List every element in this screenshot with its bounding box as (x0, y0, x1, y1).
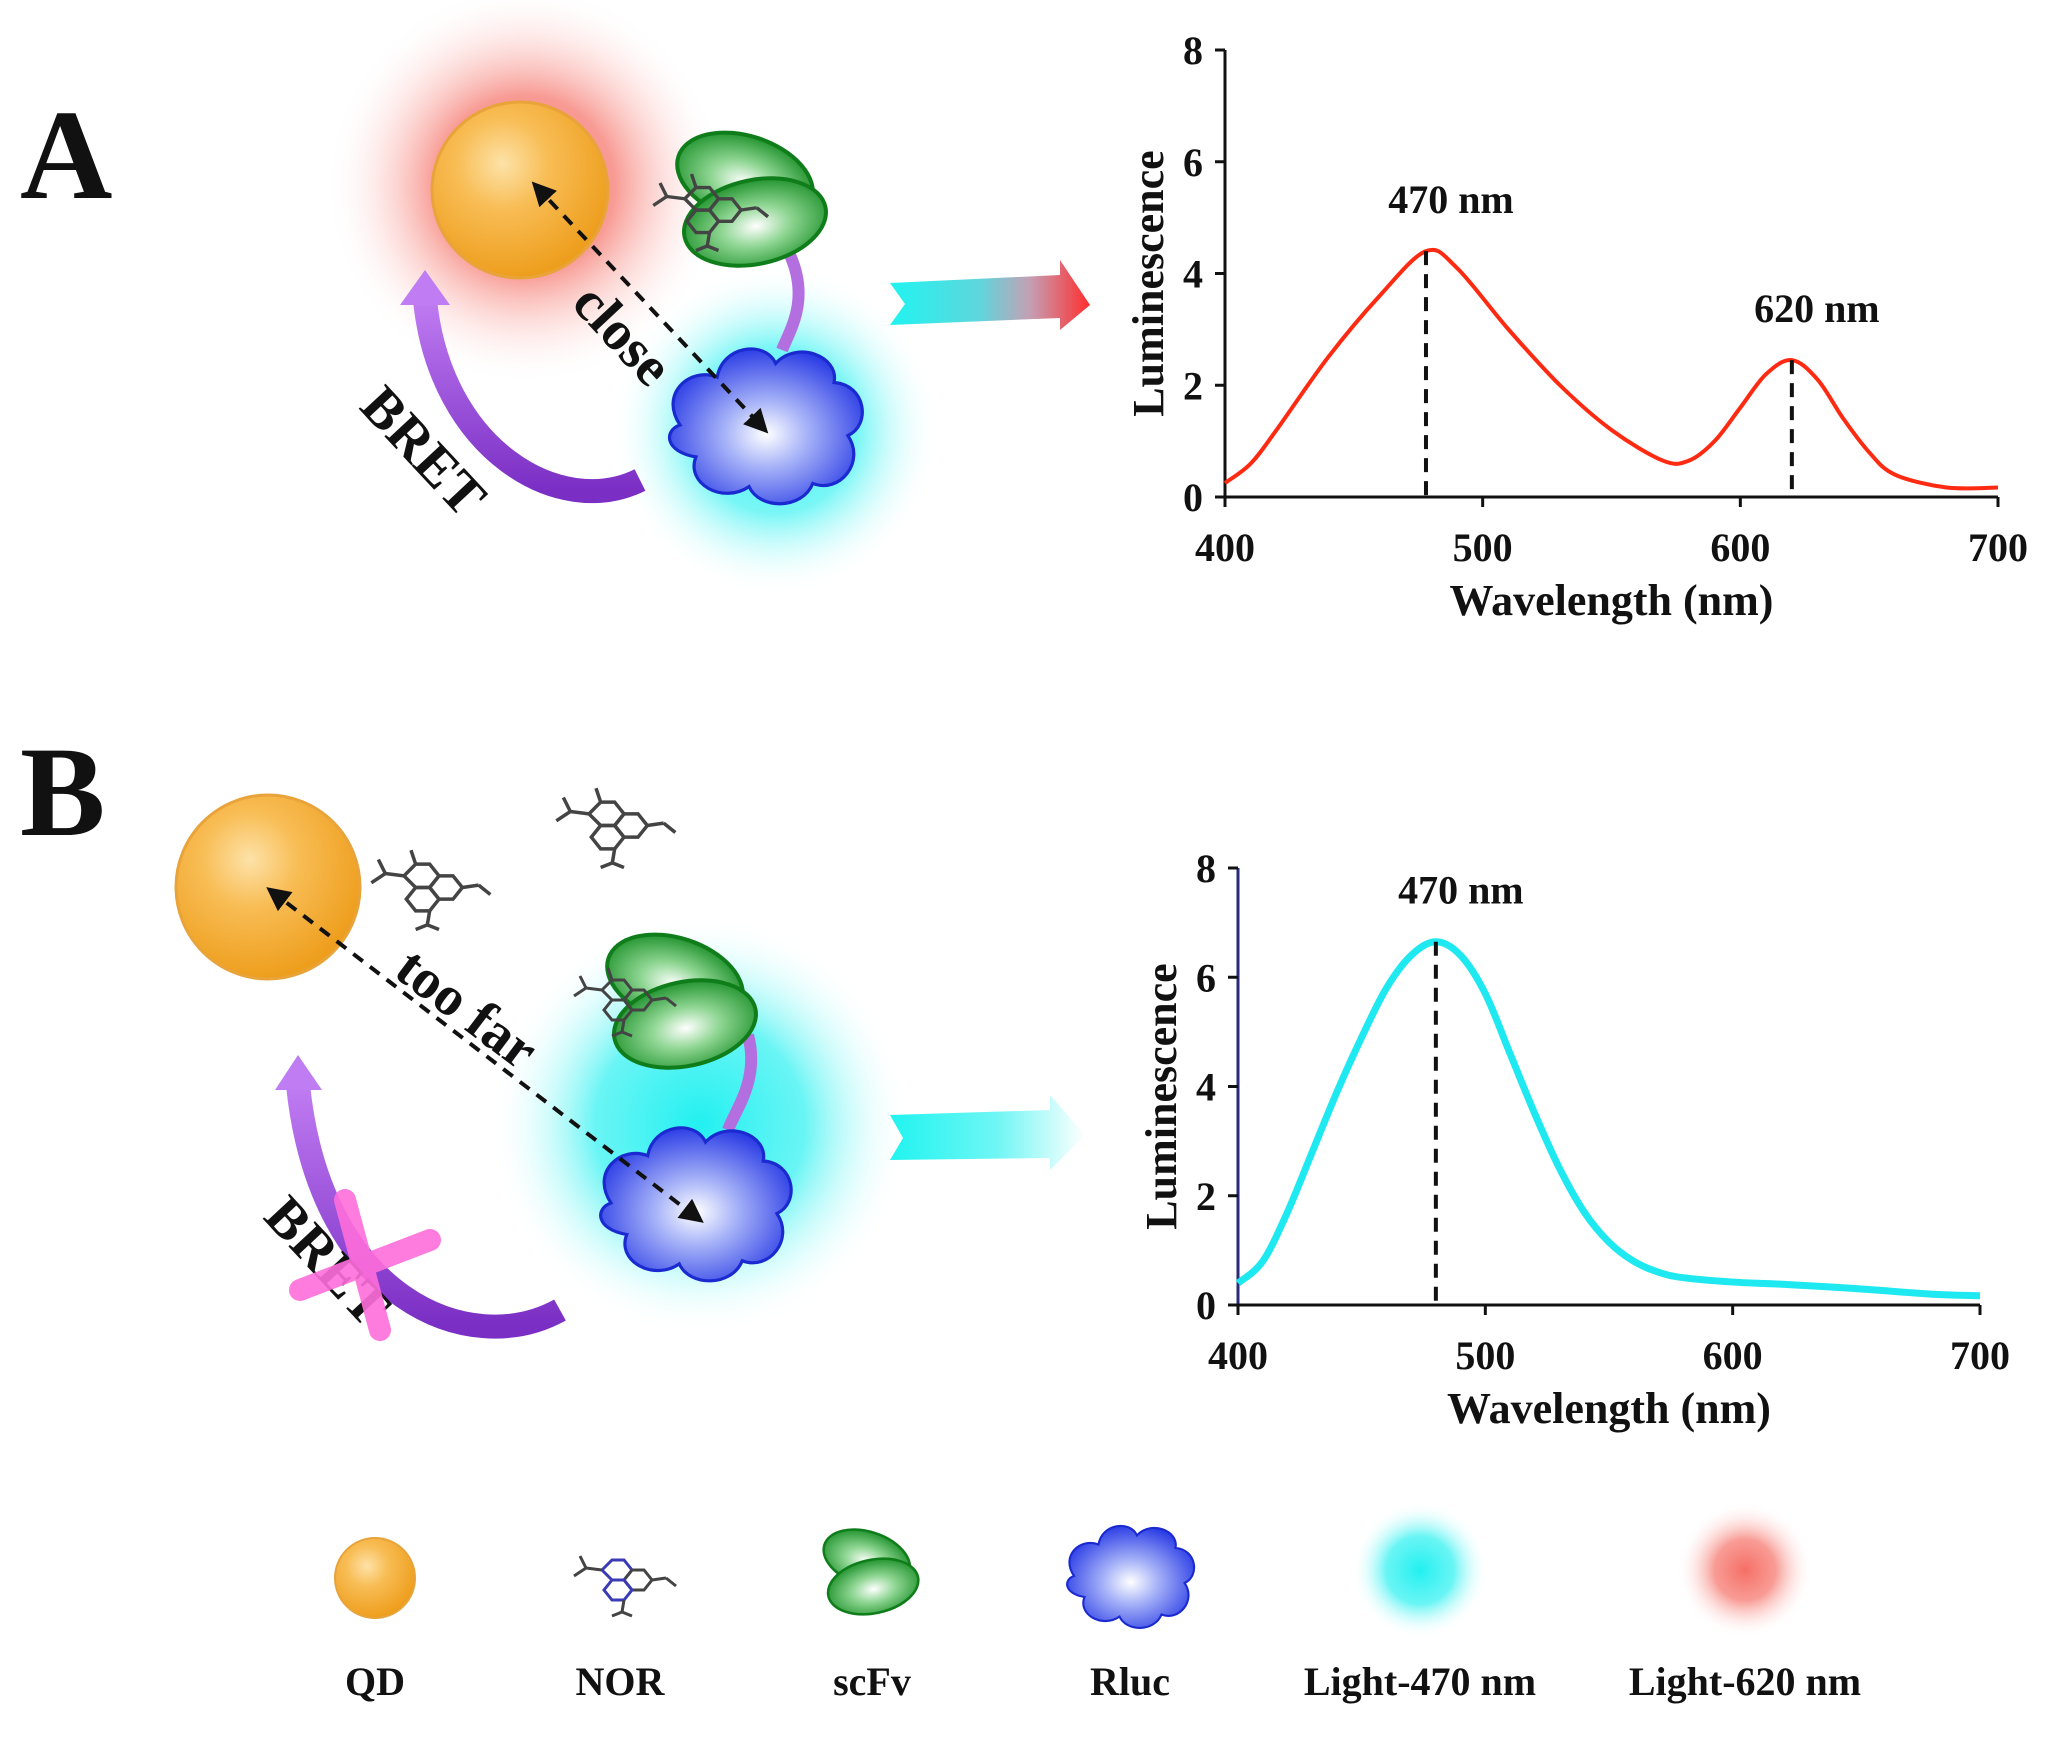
scfv-antibody-icon (814, 1520, 926, 1624)
emission-arrow (890, 260, 1090, 330)
qd-sphere-icon (174, 793, 362, 981)
linker-icon (722, 1033, 758, 1133)
blocked-cross-icon (289, 1189, 441, 1341)
bret-arrowhead-icon (275, 1055, 322, 1090)
x-tick-label: 600 (1710, 525, 1770, 570)
legend-label: Light-620 nm (1629, 1659, 1861, 1704)
distance-arrow (531, 181, 769, 434)
peak-label: 470 nm (1388, 177, 1514, 222)
y-tick-label: 0 (1183, 475, 1203, 520)
distance-arrow (266, 887, 704, 1223)
y-axis-title: Luminescence (1137, 963, 1186, 1229)
x-tick-label: 400 (1195, 525, 1255, 570)
x-axis-title: Wavelength (nm) (1450, 576, 1774, 625)
series-line (1235, 938, 1981, 1300)
nor-molecule-icon (369, 848, 493, 932)
y-tick-label: 0 (1196, 1283, 1216, 1328)
bret-arrow-icon (413, 298, 646, 504)
legend-item-nor: NOR (572, 1554, 678, 1704)
x-tick-label: 600 (1703, 1333, 1763, 1378)
legend-item-rluc: Rluc (1066, 1524, 1196, 1704)
x-tick-label: 700 (1968, 525, 2028, 570)
legend-label: Rluc (1090, 1659, 1170, 1704)
y-axis-title: Luminescence (1124, 150, 1173, 416)
rluc-enzyme-icon (1066, 1524, 1196, 1629)
linker-icon (776, 252, 805, 353)
bret-arrowhead-icon (400, 270, 450, 305)
legend-label: Light-470 nm (1304, 1659, 1536, 1704)
x-tick-label: 500 (1455, 1333, 1515, 1378)
peak-label: 470 nm (1398, 868, 1524, 913)
panel-b-letter: B (20, 721, 105, 863)
legend: QD NOR scFv Rluc Light-470 nm Light-620 … (334, 1502, 1861, 1704)
legend-item-qd: QD (334, 1537, 416, 1704)
legend-label: NOR (576, 1659, 666, 1704)
y-tick-label: 8 (1196, 846, 1216, 891)
x-tick-label: 500 (1453, 525, 1513, 570)
y-tick-label: 4 (1183, 252, 1203, 297)
legend-item-scfv: scFv (814, 1520, 926, 1704)
y-tick-label: 8 (1183, 28, 1203, 73)
peak-label: 620 nm (1754, 286, 1880, 331)
x-tick-label: 400 (1208, 1333, 1268, 1378)
panel-a: A close BRET (20, 0, 1090, 595)
distance-label: too far (384, 936, 549, 1082)
y-tick-label: 2 (1183, 363, 1203, 408)
y-tick-label: 4 (1196, 1065, 1216, 1110)
x-axis-title: Wavelength (nm) (1447, 1384, 1771, 1433)
nor-molecule-icon (554, 786, 678, 870)
bret-arrow-icon (286, 1083, 566, 1339)
nor-molecule-icon (572, 1554, 678, 1618)
y-tick-label: 2 (1196, 1174, 1216, 1219)
panel-b: B too far BRET (20, 721, 1085, 1341)
x-tick-label: 700 (1950, 1333, 2010, 1378)
bret-label: BRET (348, 375, 497, 529)
legend-item-light-620: Light-620 nm (1629, 1502, 1861, 1704)
qd-sphere-icon (334, 1537, 416, 1619)
qd-sphere-icon (430, 100, 610, 280)
legend-label: QD (345, 1659, 405, 1704)
emission-arrow (890, 1095, 1085, 1170)
y-tick-label: 6 (1183, 140, 1203, 185)
spectrum-chart-a: 0 2 4 6 8 400 500 600 700 Wavelength (nm) Luminesc… (1124, 28, 2028, 625)
legend-item-light-470: Light-470 nm (1304, 1502, 1536, 1704)
red-glow-icon (1677, 1502, 1813, 1638)
spectrum-chart-b: 0 2 4 6 8 400 500 600 700 Wavelength (nm) Luminesc… (1137, 846, 2010, 1433)
series-line (1223, 247, 1999, 491)
legend-label: scFv (833, 1659, 911, 1704)
panel-a-letter: A (20, 84, 112, 226)
y-tick-label: 6 (1196, 955, 1216, 1000)
cyan-glow-icon (1352, 1502, 1488, 1638)
